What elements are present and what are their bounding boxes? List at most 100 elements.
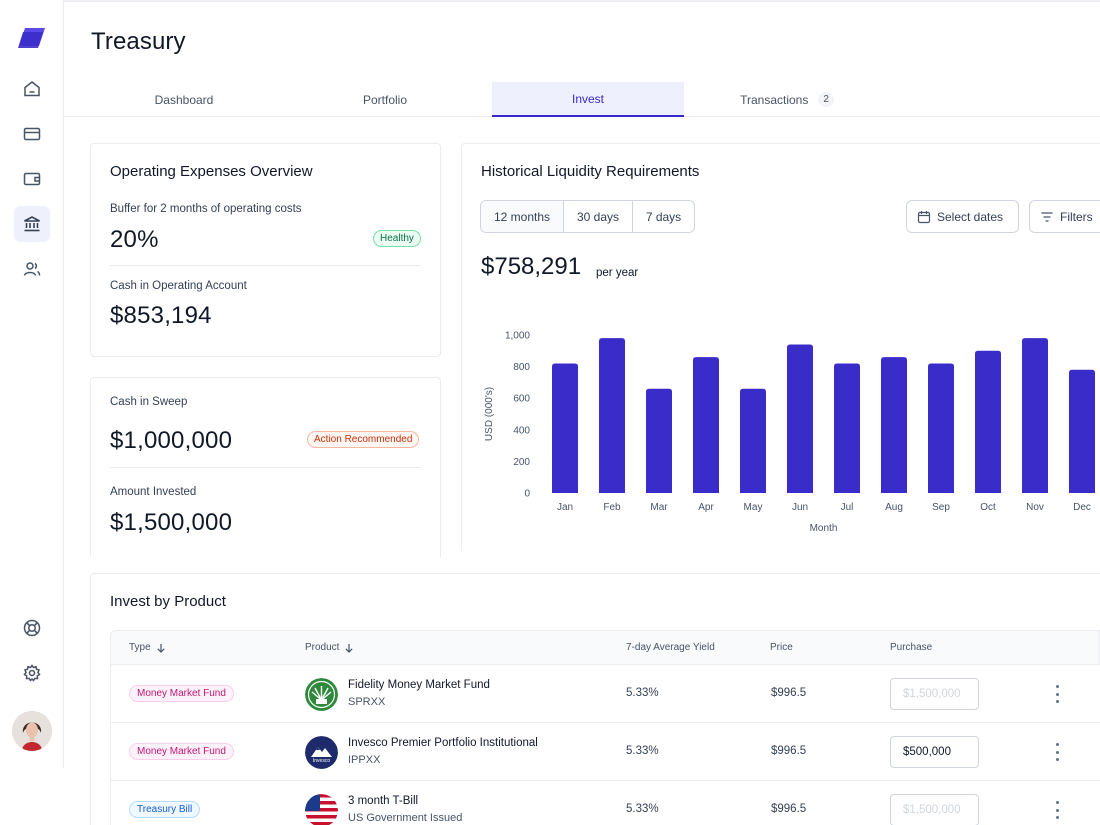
tab-portfolio[interactable]: Portfolio <box>292 82 478 117</box>
tab-transactions[interactable]: Transactions 2 <box>694 82 880 117</box>
fidelity-logo <box>305 678 338 711</box>
more-options-icon[interactable] <box>1051 743 1063 761</box>
bank-icon <box>24 216 40 232</box>
price-value: $996.5 <box>771 803 807 815</box>
buffer-label: Buffer for 2 months of operating costs <box>110 203 302 215</box>
x-tick-label: Sep <box>932 502 950 513</box>
app-logo[interactable] <box>18 26 46 50</box>
header-product[interactable]: Product <box>305 642 354 653</box>
x-tick-label: Nov <box>1026 502 1044 513</box>
header-label: Product <box>305 642 340 653</box>
more-options-icon[interactable] <box>1051 685 1063 703</box>
select-dates-button[interactable]: Select dates <box>906 200 1019 233</box>
bar <box>975 350 1001 493</box>
avatar[interactable] <box>12 711 52 751</box>
card-title: Invest by Product <box>110 593 226 610</box>
sweep-value: $1,000,000 <box>110 427 233 454</box>
tab-label: Portfolio <box>362 92 408 107</box>
header-yield: 7-day Average Yield <box>626 642 715 653</box>
product-ticker: IPPXX <box>348 754 381 766</box>
arrow-down-icon <box>345 643 354 653</box>
x-tick-label: Apr <box>698 502 714 513</box>
range-30-days[interactable]: 30 days <box>564 201 633 232</box>
bar <box>740 388 766 493</box>
y-tick-label: 400 <box>513 425 530 436</box>
divider <box>110 467 421 468</box>
nav-treasury[interactable] <box>14 206 50 242</box>
nav-home[interactable] <box>14 71 50 107</box>
sweep-label: Cash in Sweep <box>110 396 188 408</box>
top-border <box>0 0 1100 2</box>
product-ticker: SPRXX <box>348 696 386 708</box>
x-tick-label: Jan <box>557 502 573 513</box>
nav-cards[interactable] <box>14 116 50 152</box>
filters-button[interactable]: Filters <box>1029 200 1100 233</box>
x-tick-label: Oct <box>980 502 996 513</box>
credit-card-icon <box>23 127 41 141</box>
bar <box>881 357 907 493</box>
bar <box>834 363 860 493</box>
bar <box>693 357 719 493</box>
product-issuer: US Government Issued <box>348 812 463 824</box>
cash-operating-value: $853,194 <box>110 302 212 329</box>
y-tick-label: 1,000 <box>505 331 530 342</box>
product-name[interactable]: Invesco Premier Portfolio Institutional <box>348 737 538 749</box>
status-badge: Healthy <box>373 230 421 247</box>
card-title: Operating Expenses Overview <box>110 163 313 180</box>
wallet-icon <box>23 172 41 186</box>
purchase-input[interactable] <box>890 736 979 768</box>
bar <box>787 344 813 493</box>
yield-value: 5.33% <box>626 745 659 757</box>
nav-users[interactable] <box>14 251 50 287</box>
bar <box>1022 338 1048 493</box>
table-row: Treasury Bill 3 month T-Bill US Governme… <box>110 781 1100 825</box>
y-tick-label: 800 <box>513 362 530 373</box>
nav-wallet[interactable] <box>14 161 50 197</box>
y-axis-title: USD (000's) <box>484 387 495 441</box>
divider <box>110 265 421 266</box>
x-tick-label: Aug <box>885 502 903 513</box>
x-tick-label: Jun <box>792 502 808 513</box>
nav-settings[interactable] <box>14 655 50 691</box>
action-badge[interactable]: Action Recommended <box>307 431 420 448</box>
product-name[interactable]: Fidelity Money Market Fund <box>348 679 490 691</box>
y-tick-label: 200 <box>513 457 530 468</box>
price-value: $996.5 <box>771 687 807 699</box>
user-avatar-image <box>12 711 52 751</box>
operating-expenses-card: Operating Expenses Overview Buffer for 2… <box>90 143 441 357</box>
header-type[interactable]: Type <box>129 642 166 653</box>
product-name[interactable]: 3 month T-Bill <box>348 795 419 807</box>
x-tick-label: May <box>744 502 763 513</box>
type-pill: Money Market Fund <box>129 685 234 702</box>
tab-label: Invest <box>571 91 604 106</box>
invesco-logo: Invesco <box>305 736 338 769</box>
life-buoy-icon <box>23 619 41 637</box>
yield-value: 5.33% <box>626 803 659 815</box>
card-title: Historical Liquidity Requirements <box>481 163 700 180</box>
y-tick-label: 0 <box>524 489 530 500</box>
x-tick-label: Feb <box>603 502 621 513</box>
range-12-months[interactable]: 12 months <box>481 201 564 232</box>
header-price: Price <box>770 642 793 653</box>
tab-dashboard[interactable]: Dashboard <box>91 82 277 117</box>
bar <box>1069 369 1095 493</box>
filter-icon <box>1041 211 1053 222</box>
purchase-input[interactable] <box>890 678 979 710</box>
x-tick-label: Jul <box>841 502 854 513</box>
range-7-days[interactable]: 7 days <box>645 209 682 224</box>
bar <box>599 338 625 493</box>
nav-support[interactable] <box>14 610 50 646</box>
purchase-input[interactable] <box>890 794 979 825</box>
users-icon <box>23 262 41 276</box>
type-pill: Money Market Fund <box>129 743 234 760</box>
type-pill: Treasury Bill <box>129 801 201 818</box>
tab-bar: Dashboard Portfolio Invest Transactions … <box>64 82 1100 117</box>
sidebar <box>0 0 64 768</box>
svg-text:Invesco: Invesco <box>313 758 330 764</box>
page-title: Treasury <box>91 28 186 55</box>
more-options-icon[interactable] <box>1051 801 1063 819</box>
tab-invest[interactable]: Invest <box>492 82 684 117</box>
tab-label: Transactions <box>740 92 809 107</box>
liquidity-total-unit: per year <box>596 267 639 279</box>
select-dates-label: Select dates <box>937 209 1004 224</box>
